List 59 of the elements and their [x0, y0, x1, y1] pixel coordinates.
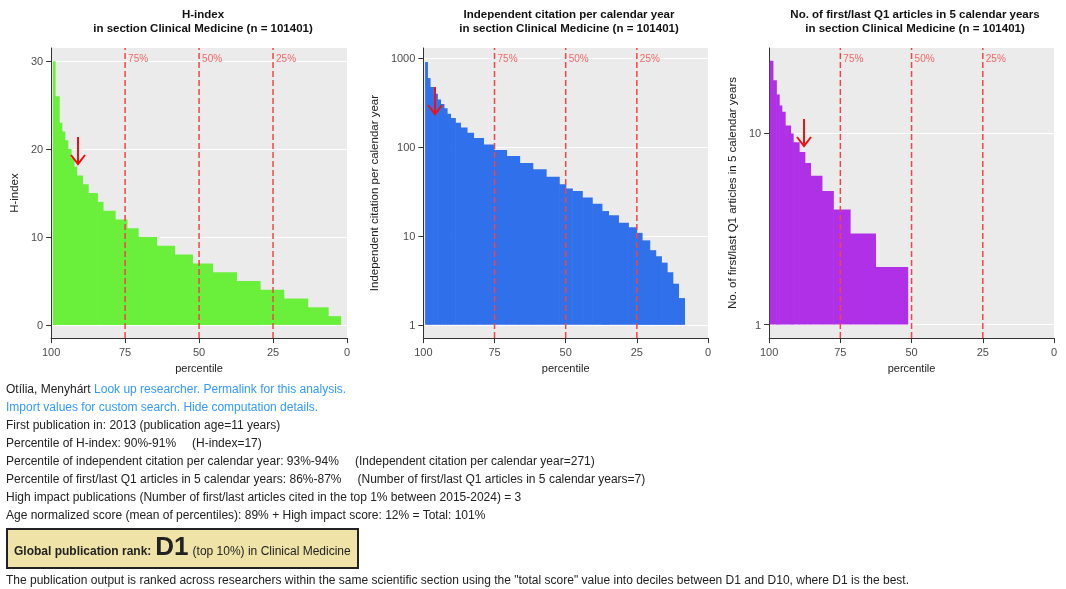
text: D1 [155, 531, 189, 561]
x-tick-label: 75 [118, 345, 132, 358]
ref-line-label: 50% [202, 52, 223, 64]
text: Percentile of first/last Q1 articles in 5 calendar years: 86%-87% [6, 472, 342, 486]
text: Percentile of H-index: 90%-91% [6, 436, 177, 450]
x-tick-label: 25 [630, 345, 643, 358]
text: Percentile of independent citation per calendar year: 93%-94% [6, 454, 339, 468]
text: High impact publications (Number of first/last articles cited in the top 1% between 2015-2024) = 3 [6, 490, 522, 504]
x-axis-title: percentile [541, 361, 590, 374]
y-tick-label: 1 [755, 318, 762, 331]
chart-title: Independent citation per calendar year in section Clinical Medicine (n = 101401) [459, 8, 679, 34]
y-tick-label: 10 [403, 229, 416, 242]
ref-line-label: 50% [568, 52, 589, 64]
x-tick-label: 0 [704, 345, 712, 358]
x-tick-label: 100 [759, 345, 779, 358]
x-tick-label: 75 [488, 345, 501, 358]
x-tick-label: 25 [266, 345, 280, 358]
y-tick-label: 30 [30, 55, 44, 68]
y-tick-label: 10 [748, 127, 762, 140]
text: Otília, Menyhárt [6, 382, 91, 396]
text: Age normalized score (mean of percentiles): 89% + High impact score: 12% = Total: 101% [6, 508, 486, 522]
x-tick-label: 50 [192, 345, 206, 358]
ref-line-label: 25% [985, 52, 1006, 64]
text: Import values for custom search. Hide computation details. [6, 400, 319, 414]
y-tick-label: 20 [30, 143, 44, 156]
text: (top 10%) in Clinical Medicine [192, 544, 351, 558]
ref-line-label: 25% [276, 52, 297, 64]
x-tick-label: 100 [41, 345, 61, 358]
chart-title: No. of first/last Q1 articles in 5 calendar years in section Clinical Medicine (n = 101401) [790, 8, 1040, 34]
y-axis-title: Independent citation per calendar year [368, 94, 380, 292]
y-tick-label: 10 [30, 231, 44, 243]
y-tick-label: 100 [397, 140, 416, 153]
x-tick-label: 100 [414, 345, 433, 358]
text: Global publication rank: [14, 544, 152, 558]
ref-line-label: 75% [128, 52, 149, 64]
y-tick-label: 1 [409, 318, 416, 331]
x-tick-label: 50 [559, 345, 572, 358]
ref-line-label: 25% [639, 52, 660, 64]
y-tick-label: 0 [37, 318, 44, 331]
x-tick-label: 50 [905, 345, 918, 358]
ref-line-label: 50% [914, 52, 935, 64]
text: (Independent citation per calendar year=271) [354, 454, 595, 468]
x-tick-label: 75 [834, 345, 847, 358]
x-axis-title: percentile [175, 361, 223, 374]
text: The publication output is ranked across researchers within the same scientific section using the "total score" value into deciles between D1 and D10, where D1 is the best. [6, 573, 909, 587]
y-axis-title: H-index [8, 172, 20, 213]
y-tick-label: 1000 [390, 51, 416, 64]
chart-title: H-index in section Clinical Medicine (n = 101401) [93, 8, 313, 34]
text: (Number of first/last Q1 articles in 5 calendar years=7) [357, 472, 646, 486]
x-axis-title: percentile [887, 361, 936, 374]
text: First publication in: 2013 (publication age=11 years) [6, 418, 281, 432]
text: Look up researcher. Permalink for this analysis. [94, 382, 347, 396]
x-tick-label: 0 [1050, 345, 1058, 358]
ref-line-label: 75% [843, 52, 864, 64]
ref-line-label: 75% [497, 52, 518, 64]
y-axis-title: No. of first/last Q1 articles in 5 calendar years [726, 76, 738, 310]
x-tick-label: 25 [976, 345, 989, 358]
text: (H-index=17) [192, 436, 262, 450]
x-tick-label: 0 [343, 345, 351, 358]
